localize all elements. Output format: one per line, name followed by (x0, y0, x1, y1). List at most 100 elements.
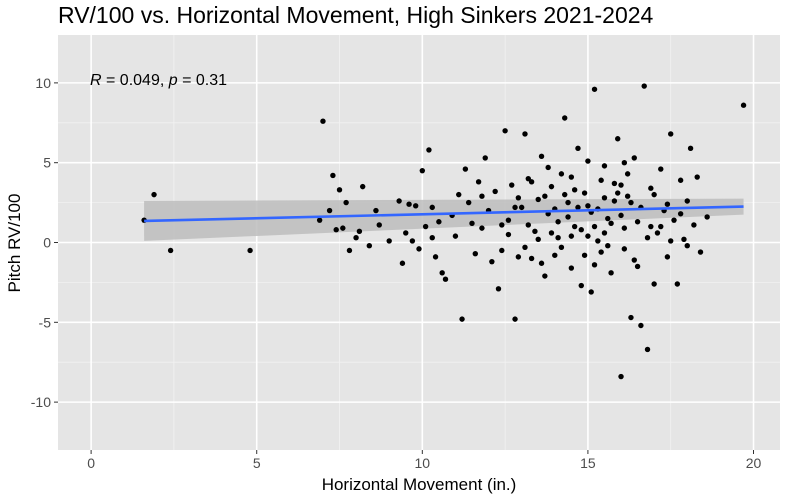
data-point (518, 204, 525, 211)
data-point (677, 211, 684, 217)
data-point (565, 214, 571, 220)
data-point (598, 249, 604, 255)
data-point (648, 185, 654, 191)
data-point (671, 217, 677, 223)
x-tick-label: 0 (87, 455, 95, 471)
data-point (416, 246, 422, 252)
data-point (591, 262, 598, 268)
data-point (505, 217, 512, 223)
data-point (512, 204, 518, 211)
grid-major (58, 35, 780, 450)
data-point (631, 155, 637, 161)
y-tick-label: -10 (31, 394, 51, 410)
data-point (651, 191, 657, 198)
data-point (429, 235, 435, 241)
data-point (320, 118, 326, 124)
data-point (479, 193, 485, 199)
data-point (740, 102, 747, 108)
data-point (535, 196, 541, 203)
data-point (562, 191, 568, 198)
r-value: = 0.049, (102, 72, 169, 89)
data-point (525, 222, 531, 228)
data-point (505, 231, 512, 238)
data-points (141, 83, 747, 380)
data-point (482, 155, 488, 161)
data-point (528, 255, 535, 262)
data-point (644, 346, 651, 353)
data-point (674, 281, 681, 287)
data-point (621, 225, 628, 231)
data-point (697, 249, 704, 255)
data-point (542, 273, 548, 279)
data-point (528, 179, 535, 185)
data-point (422, 223, 429, 230)
data-point (605, 215, 611, 222)
data-point (538, 260, 545, 266)
data-point (399, 260, 406, 266)
data-point (346, 247, 353, 254)
data-point (591, 223, 598, 230)
y-tick-label: 10 (35, 75, 51, 91)
data-point (677, 177, 684, 183)
data-point (465, 199, 472, 206)
data-point (601, 230, 608, 236)
data-point (624, 171, 631, 177)
data-point (439, 270, 445, 276)
data-point (538, 153, 545, 160)
y-tick-label: -5 (39, 314, 52, 330)
y-tick-label: 5 (43, 155, 51, 171)
data-point (608, 270, 614, 276)
data-point (548, 230, 555, 236)
data-point (475, 179, 482, 185)
data-point (651, 281, 657, 287)
data-point (565, 199, 571, 206)
data-point (611, 198, 618, 204)
data-point (618, 182, 624, 188)
data-point (568, 265, 575, 271)
data-point (366, 242, 373, 249)
data-point (512, 316, 518, 322)
data-point (585, 233, 591, 239)
data-point (555, 235, 561, 241)
data-point (419, 167, 426, 174)
x-tick-label: 15 (580, 455, 596, 471)
data-point (615, 190, 621, 196)
data-point (694, 174, 700, 180)
data-point (588, 289, 594, 295)
data-point (615, 136, 621, 142)
data-point (336, 187, 343, 193)
data-point (515, 195, 522, 201)
data-point (558, 171, 565, 177)
x-tick-label: 5 (253, 455, 261, 471)
data-point (684, 242, 690, 249)
x-tick-label: 10 (415, 455, 431, 471)
data-point (585, 203, 591, 209)
data-point (644, 235, 651, 241)
data-point (492, 188, 498, 195)
data-point (601, 195, 608, 201)
y-axis-label: Pitch RV/100 (5, 194, 24, 293)
data-point (552, 252, 558, 258)
data-point (326, 207, 333, 214)
data-point (333, 227, 339, 233)
data-point (581, 252, 588, 258)
data-point (522, 131, 528, 137)
data-point (548, 183, 555, 190)
data-point (621, 159, 628, 166)
data-point (499, 247, 505, 254)
data-point (459, 316, 465, 322)
data-point (376, 222, 382, 228)
regression-line-group (144, 205, 744, 223)
data-point (532, 228, 538, 235)
data-point (575, 204, 581, 211)
data-point (542, 193, 548, 199)
data-point (638, 322, 644, 329)
data-point (611, 180, 618, 187)
data-point (621, 246, 628, 252)
data-point (545, 164, 551, 171)
regression-line (144, 205, 744, 223)
data-point (664, 254, 671, 260)
data-point (436, 219, 442, 225)
data-point (555, 219, 561, 225)
data-point (608, 220, 614, 227)
